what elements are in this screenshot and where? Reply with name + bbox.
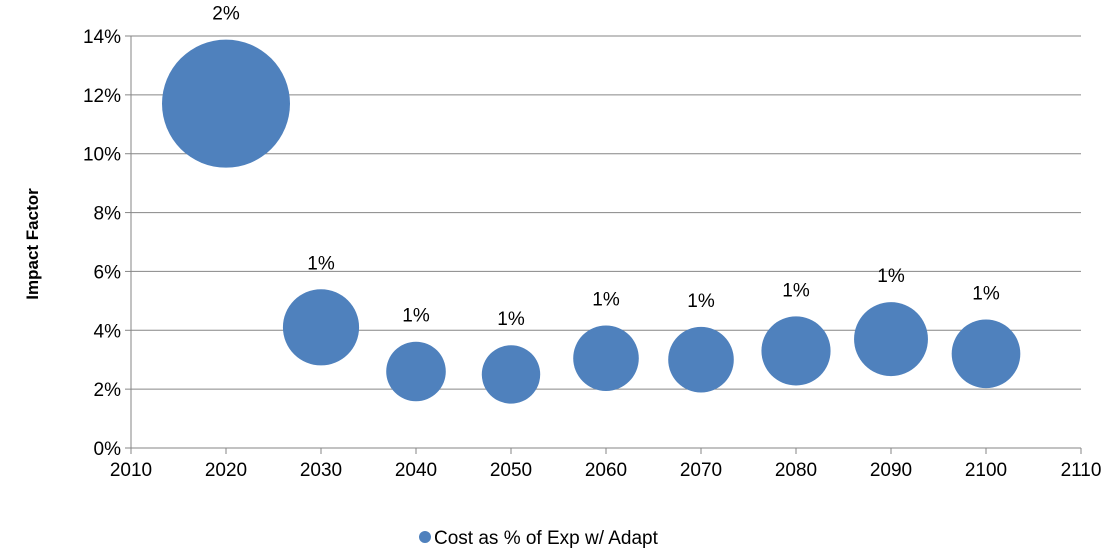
data-label: 1%	[307, 253, 335, 274]
axes: 0% 2% 4% 6% 8% 10% 12% 14% 2010 2020 2030 2040 2050 2…	[83, 27, 1101, 481]
bubble-point	[282, 289, 360, 366]
x-tick-label: 2050	[490, 460, 532, 481]
data-label: 1%	[972, 284, 1000, 305]
bubble-point	[668, 326, 734, 393]
bubble-point	[573, 325, 639, 392]
data-label: 1%	[687, 291, 715, 312]
y-axis-title: Impact Factor	[23, 188, 42, 300]
x-tick-label: 2010	[110, 460, 152, 481]
x-tick-label: 2040	[395, 460, 437, 481]
data-label: 1%	[497, 309, 525, 330]
y-tick-label: 4%	[94, 321, 122, 342]
data-label: 1%	[402, 306, 430, 327]
bubble-point	[386, 341, 446, 402]
bubble-point	[162, 39, 290, 168]
data-label: 2%	[212, 4, 240, 25]
x-tick-label: 2090	[870, 460, 912, 481]
data-label: 1%	[877, 266, 905, 287]
x-tick-label: 2080	[775, 460, 817, 481]
bubble-point	[951, 319, 1021, 389]
y-tick-label: 0%	[94, 439, 122, 460]
x-tick-label: 2060	[585, 460, 627, 481]
y-tick-label: 10%	[83, 145, 121, 166]
x-tick-label: 2070	[680, 460, 722, 481]
legend-label: Cost as % of Exp w/ Adapt	[434, 528, 659, 549]
bubbles	[162, 39, 1021, 404]
y-tick-label: 12%	[83, 86, 121, 107]
legend-marker	[419, 531, 431, 543]
x-tick-label: 2100	[965, 460, 1007, 481]
bubble-point	[761, 316, 831, 386]
y-tick-label: 2%	[94, 380, 122, 401]
data-labels: 2% 1% 1% 1% 1% 1% 1% 1% 1%	[212, 4, 1000, 331]
x-tick-label: 2030	[300, 460, 342, 481]
data-label: 1%	[592, 289, 620, 310]
y-tick-label: 8%	[94, 204, 122, 225]
legend: Cost as % of Exp w/ Adapt	[419, 528, 659, 549]
bubble-point	[481, 345, 541, 404]
bubble-point	[854, 302, 928, 377]
data-label: 1%	[782, 280, 810, 301]
y-tick-label: 6%	[94, 262, 122, 283]
x-tick-label: 2110	[1061, 460, 1102, 481]
y-tick-label: 14%	[83, 27, 121, 48]
x-tick-label: 2020	[205, 460, 247, 481]
